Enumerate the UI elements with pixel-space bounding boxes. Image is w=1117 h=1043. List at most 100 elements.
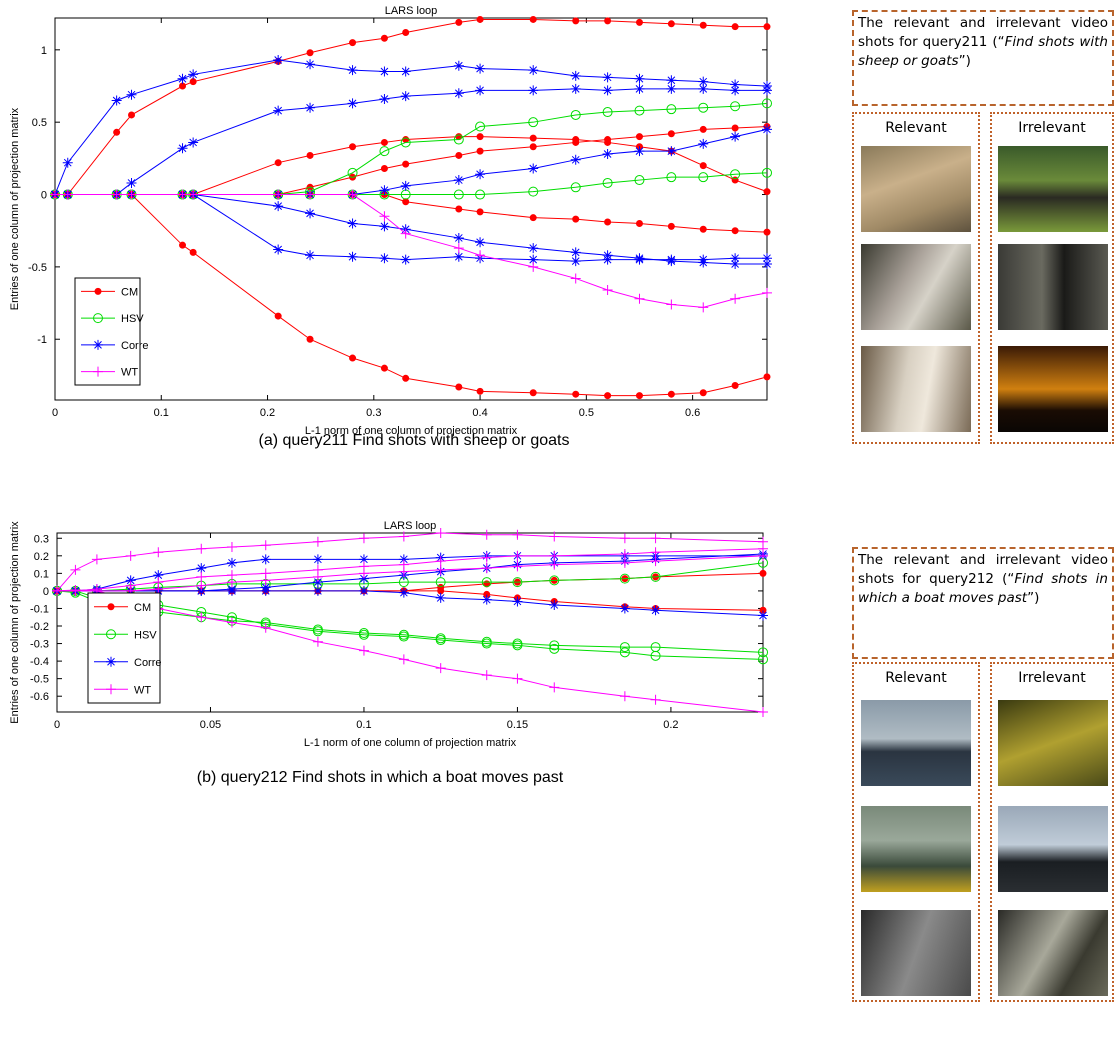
- marker: [305, 250, 316, 261]
- marker: [402, 198, 410, 206]
- marker: [549, 550, 560, 561]
- marker: [177, 143, 188, 154]
- video-frame: [998, 346, 1108, 432]
- marker: [699, 21, 707, 29]
- marker: [570, 273, 581, 284]
- marker: [604, 218, 612, 226]
- marker: [305, 208, 316, 219]
- query-text: Find shots in which a boat moves past: [858, 571, 1108, 606]
- marker: [379, 146, 390, 157]
- video-frame: [998, 244, 1108, 330]
- marker: [528, 254, 539, 265]
- marker: [153, 570, 164, 581]
- marker: [260, 554, 271, 565]
- marker: [604, 392, 612, 400]
- marker: [398, 531, 409, 542]
- marker: [260, 622, 271, 633]
- marker: [619, 691, 630, 702]
- marker: [570, 70, 581, 81]
- marker: [196, 563, 207, 574]
- x-tick-label: 0.1: [356, 719, 371, 731]
- y-tick-label: -0.5: [30, 674, 49, 686]
- video-frame: [861, 806, 971, 892]
- marker: [453, 232, 464, 243]
- marker: [481, 552, 492, 563]
- y-tick-label: 0.1: [34, 568, 49, 580]
- marker: [512, 596, 523, 607]
- marker: [70, 585, 81, 596]
- x-tick-label: 0.5: [579, 407, 594, 419]
- marker: [358, 645, 369, 656]
- query-text: Find shots with sheep or goats: [858, 34, 1108, 69]
- panel-heading: Irrelevant: [1018, 670, 1086, 686]
- marker: [570, 109, 581, 120]
- line: [57, 548, 764, 592]
- marker: [380, 138, 388, 146]
- marker: [453, 243, 464, 254]
- marker: [379, 221, 390, 232]
- legend-label: CM: [121, 286, 138, 298]
- x-tick-label: 0: [54, 719, 60, 731]
- marker: [455, 383, 463, 391]
- marker: [512, 577, 523, 588]
- marker: [111, 95, 122, 106]
- marker: [153, 547, 164, 558]
- marker: [273, 105, 284, 116]
- description: The relevant and irrelevant video shots …: [854, 12, 1112, 73]
- marker: [549, 575, 560, 586]
- marker: [512, 640, 523, 651]
- marker: [762, 98, 772, 109]
- marker: [435, 592, 446, 603]
- marker: [113, 128, 121, 136]
- line: [57, 555, 764, 592]
- marker: [273, 189, 284, 200]
- marker: [529, 214, 537, 222]
- y-tick-label: 0.3: [34, 533, 49, 545]
- video-frame: [998, 806, 1108, 892]
- description-box: The relevant and irrelevant video shots …: [852, 547, 1114, 659]
- line: [57, 562, 764, 592]
- legend-label: CM: [134, 602, 151, 614]
- marker: [763, 228, 771, 236]
- marker: [667, 20, 675, 28]
- marker: [758, 647, 768, 658]
- y-tick-label: 0: [41, 190, 47, 202]
- marker: [730, 85, 741, 96]
- marker: [93, 366, 103, 377]
- marker: [650, 533, 661, 544]
- video-frame: [998, 700, 1108, 786]
- marker: [666, 104, 677, 115]
- legend-label: Corre: [134, 657, 162, 669]
- marker: [635, 18, 643, 26]
- marker: [106, 656, 116, 667]
- marker: [698, 83, 709, 94]
- x-tick-label: 0.1: [154, 407, 169, 419]
- marker: [70, 564, 81, 575]
- marker: [347, 167, 358, 178]
- marker: [667, 130, 675, 138]
- marker: [226, 557, 237, 568]
- marker: [619, 549, 630, 560]
- marker: [570, 247, 581, 258]
- marker: [312, 626, 323, 637]
- marker: [758, 610, 768, 621]
- marker: [312, 571, 323, 582]
- line: [56, 532, 764, 592]
- charts: LARS loop 0 0.1 0.2 0.3 0.4 0.5 0.6 -1 -0.5 0 0.5 1 L…: [9, 5, 772, 786]
- marker: [177, 73, 188, 84]
- marker: [475, 85, 486, 96]
- marker: [528, 163, 539, 174]
- marker: [619, 603, 630, 614]
- marker: [476, 387, 484, 395]
- marker: [455, 205, 463, 213]
- marker: [528, 117, 539, 128]
- marker: [549, 531, 560, 542]
- marker: [476, 147, 484, 155]
- marker: [179, 82, 187, 90]
- marker: [312, 554, 323, 565]
- marker: [153, 584, 164, 595]
- marker: [667, 390, 675, 398]
- marker: [731, 227, 739, 235]
- irrelevant-panel: Irrelevant: [990, 662, 1114, 1002]
- marker: [347, 98, 358, 109]
